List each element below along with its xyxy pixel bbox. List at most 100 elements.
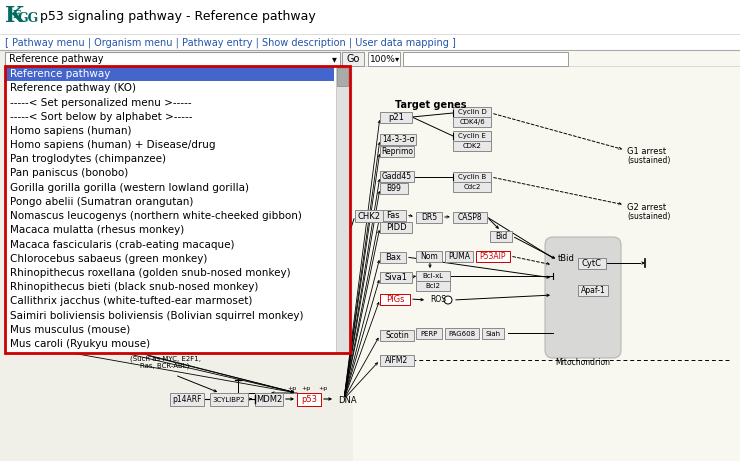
Bar — [416, 328, 442, 339]
Text: ▾: ▾ — [332, 54, 337, 64]
Bar — [416, 281, 450, 291]
Text: Gadd45: Gadd45 — [382, 172, 412, 181]
Text: Reference pathway: Reference pathway — [9, 54, 104, 64]
Text: Macaca mulatta (rhesus monkey): Macaca mulatta (rhesus monkey) — [10, 225, 184, 235]
Text: Cyclin B: Cyclin B — [458, 174, 486, 180]
Text: ROS: ROS — [430, 295, 446, 303]
Text: PIDD: PIDD — [386, 223, 406, 232]
Text: (sustained): (sustained) — [627, 156, 670, 165]
Bar — [337, 68, 348, 86]
Text: p21: p21 — [388, 113, 404, 122]
Bar — [380, 183, 408, 194]
Text: Cyclin D: Cyclin D — [457, 109, 486, 115]
Bar — [453, 212, 487, 223]
Text: K: K — [5, 5, 24, 27]
Text: G1 arrest: G1 arrest — [627, 147, 666, 156]
Text: Bax: Bax — [385, 253, 401, 262]
Text: Nomascus leucogenys (northern white-cheeked gibbon): Nomascus leucogenys (northern white-chee… — [10, 211, 302, 221]
Bar — [5, 66, 350, 353]
Bar — [453, 117, 491, 127]
Text: Chlorocebus sabaeus (green monkey): Chlorocebus sabaeus (green monkey) — [10, 254, 207, 264]
Text: Gorilla gorilla gorilla (western lowland gorilla): Gorilla gorilla gorilla (western lowland… — [10, 183, 249, 193]
Bar — [453, 107, 491, 117]
Text: CDK2: CDK2 — [462, 143, 482, 149]
Text: Reference pathway: Reference pathway — [10, 69, 110, 79]
Text: B99: B99 — [386, 184, 401, 193]
Text: 3CYLIBP2: 3CYLIBP2 — [213, 396, 245, 402]
Text: Fas: Fas — [386, 211, 400, 220]
Bar — [0, 0, 740, 50]
Text: PIGs: PIGs — [386, 295, 404, 304]
Text: F: F — [13, 9, 21, 20]
Text: CDK4/6: CDK4/6 — [459, 119, 485, 125]
Text: +p: +p — [318, 385, 327, 390]
Text: GG: GG — [17, 12, 38, 25]
Text: Nom: Nom — [420, 252, 438, 261]
Bar — [353, 50, 740, 461]
Circle shape — [444, 296, 452, 304]
Text: Bcl-xL: Bcl-xL — [423, 273, 443, 279]
Text: Reference pathway (KO): Reference pathway (KO) — [10, 83, 136, 93]
Bar — [5, 52, 340, 66]
Text: Rhinopithecus bieti (black snub-nosed monkey): Rhinopithecus bieti (black snub-nosed mo… — [10, 282, 258, 292]
Text: Callithrix jacchus (white-tufted-ear marmoset): Callithrix jacchus (white-tufted-ear mar… — [10, 296, 252, 306]
Text: Bcl2: Bcl2 — [425, 283, 440, 289]
Text: Bid: Bid — [495, 232, 507, 241]
Text: p53 signaling pathway - Reference pathway: p53 signaling pathway - Reference pathwa… — [40, 10, 316, 23]
Text: Mus caroli (Ryukyu mouse): Mus caroli (Ryukyu mouse) — [10, 339, 150, 349]
Bar — [445, 251, 473, 262]
Bar — [490, 231, 512, 242]
Text: -----< Sort below by alphabet >-----: -----< Sort below by alphabet >----- — [10, 112, 192, 122]
Text: Stress signals: Stress signals — [72, 337, 149, 347]
Bar — [416, 212, 442, 223]
Text: Rhinopithecus roxellana (golden snub-nosed monkey): Rhinopithecus roxellana (golden snub-nos… — [10, 268, 291, 278]
Bar — [416, 271, 450, 281]
Text: Siva1: Siva1 — [385, 273, 408, 282]
Bar — [380, 330, 414, 341]
Text: DNA: DNA — [338, 396, 357, 404]
Bar — [380, 252, 406, 263]
Text: PUMA: PUMA — [448, 252, 470, 261]
Text: -----< Set personalized menu >-----: -----< Set personalized menu >----- — [10, 97, 192, 107]
Bar — [355, 210, 383, 222]
Text: Apaf-1: Apaf-1 — [581, 286, 605, 295]
Bar — [5, 66, 350, 353]
Text: 100%: 100% — [370, 54, 396, 64]
Bar — [445, 328, 479, 339]
Text: G2 arrest: G2 arrest — [627, 203, 666, 212]
Bar — [336, 67, 349, 352]
Bar — [380, 112, 412, 123]
Bar — [453, 141, 491, 151]
Text: Target genes: Target genes — [395, 100, 466, 110]
Bar — [453, 182, 491, 192]
Bar — [482, 328, 504, 339]
Bar — [380, 146, 414, 157]
Text: PAG608: PAG608 — [448, 331, 476, 337]
Text: tBid: tBid — [558, 254, 575, 262]
Bar — [368, 52, 400, 66]
Text: MDM2: MDM2 — [256, 395, 282, 404]
Bar — [380, 134, 416, 145]
Bar — [578, 258, 606, 269]
Text: AIFM2: AIFM2 — [386, 356, 408, 365]
Bar — [6, 67, 334, 81]
Text: Scotin: Scotin — [385, 331, 409, 340]
Text: Pongo abelii (Sumatran orangutan): Pongo abelii (Sumatran orangutan) — [10, 197, 193, 207]
Text: DR5: DR5 — [421, 213, 437, 222]
Bar — [416, 251, 442, 262]
Bar — [380, 294, 410, 305]
Text: Mitochondrion: Mitochondrion — [556, 358, 610, 367]
Text: +p: +p — [287, 385, 296, 390]
Bar — [380, 210, 406, 221]
Bar — [403, 52, 568, 66]
Text: [ Pathway menu | Organism menu | Pathway entry | Show description | User data ma: [ Pathway menu | Organism menu | Pathway… — [5, 37, 456, 47]
Text: Homo sapiens (human) + Disease/drug: Homo sapiens (human) + Disease/drug — [10, 140, 215, 150]
Bar — [210, 393, 248, 406]
Bar — [380, 272, 412, 283]
Bar — [255, 393, 283, 406]
Bar — [380, 355, 414, 366]
Text: Go: Go — [346, 54, 360, 64]
Bar — [476, 251, 510, 262]
Text: CASP8: CASP8 — [457, 213, 482, 222]
Text: CytC: CytC — [582, 259, 602, 268]
